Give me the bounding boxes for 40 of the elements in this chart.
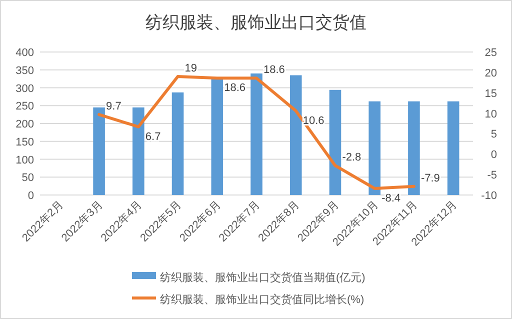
bar [368,101,380,195]
y-tick-label: 300 [16,82,34,95]
y-tick-label: 400 [16,47,34,59]
data-label: 18.6 [264,64,285,76]
data-label: -8.4 [382,192,401,204]
bar [408,101,420,195]
data-label: 19 [184,62,198,75]
y-tick-label: 350 [16,64,34,77]
data-label: -7.9 [420,172,440,184]
y2-tick-label: 10 [484,108,497,120]
bar [290,75,302,195]
y-tick-label: 100 [16,154,34,166]
y2-tick-label: -5 [487,170,497,182]
bar [447,101,460,195]
bar [250,73,262,195]
y-tick-label: 0 [28,190,34,202]
y-tick-label: 200 [16,118,34,130]
line-series [98,75,416,190]
y2-tick-label: 0 [490,149,497,162]
legend-label: 纺织服装、服饰业出口交货值同比增长(%) [160,293,364,306]
y-tick-label: 50 [22,172,34,184]
data-label: 9.7 [106,100,122,113]
legend-label: 纺织服装、服饰业出口交货值当期值(亿元) [160,271,366,284]
y-tick-label: 250 [16,100,34,113]
data-label: 18.6 [224,82,246,94]
bar [211,78,224,195]
y2-tick-label: 20 [484,67,497,80]
y2-tick-label: 25 [484,47,497,59]
bar [132,107,144,195]
bar [172,92,184,195]
chart-title: 纺织服装、服饰业出口交货值 [146,13,366,32]
y2-tick-label: 15 [484,88,497,100]
data-label: 6.7 [145,130,161,143]
y2-tick-label: -10 [481,190,497,202]
data-label: 10.6 [302,114,324,127]
y-tick-label: 150 [16,136,34,148]
bar [93,107,105,195]
y2-tick-label: 5 [490,128,497,141]
data-label: -2.8 [342,152,362,164]
bar [329,90,342,195]
